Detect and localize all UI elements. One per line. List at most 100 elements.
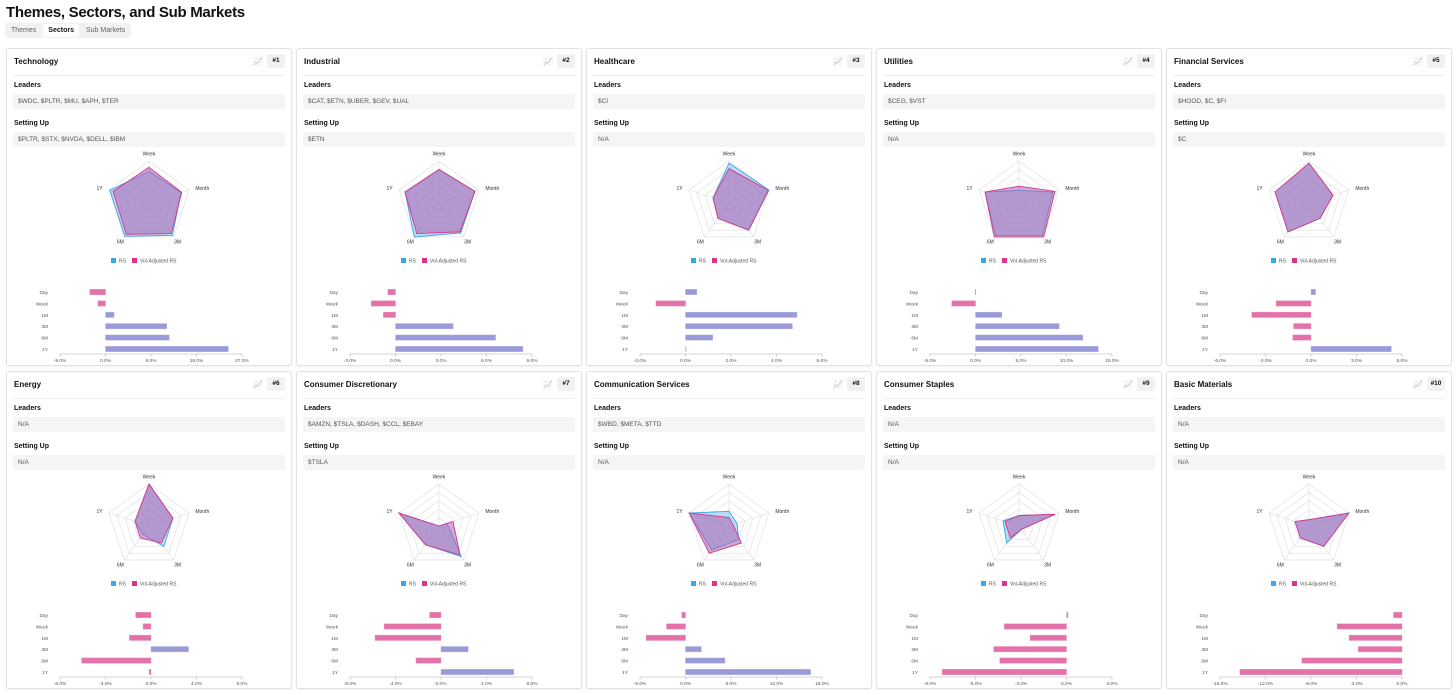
bar-1y <box>149 669 152 675</box>
bar-axis-tick-label: 4.0% <box>771 358 783 364</box>
radar-axis-label: Month <box>775 186 789 192</box>
bar-axis-tick-label: -8.0% <box>54 681 67 687</box>
bar-1y <box>685 346 687 352</box>
radar-grid-ring <box>1268 483 1350 561</box>
radar-grid-ring <box>398 160 480 238</box>
radar-series-vol <box>404 168 476 235</box>
chart-icon[interactable]: 📈 <box>1123 380 1133 389</box>
bar-day <box>135 612 152 618</box>
bar-row-label: Day <box>619 290 628 296</box>
bar-row-label: 1M <box>1201 636 1208 642</box>
legend-vol-swatch <box>1292 581 1297 586</box>
divider <box>1173 398 1445 399</box>
radar-grid-ring <box>1276 492 1342 554</box>
legend-vol-swatch <box>422 581 427 586</box>
radar-axis-label: 3M <box>1334 562 1341 568</box>
leaders-label: Leaders <box>884 405 911 412</box>
radar-axis-label: 1Y <box>967 186 974 192</box>
sector-charts: Week Month 3M 6M 1Y RS Vol-Adjusted RS Day Week 1… <box>1196 474 1408 687</box>
sector-title: Utilities <box>884 57 913 66</box>
leaders-value: $WBD, $META, $TTD <box>593 417 865 432</box>
bar-axis-tick-label: -3.0% <box>1015 681 1028 687</box>
bar-row-label: 1M <box>1201 313 1208 319</box>
legend-rs-label: RS <box>699 259 707 265</box>
bar-axis-tick-label: -4.0% <box>389 681 402 687</box>
setting-up-label: Setting Up <box>1174 120 1209 127</box>
setting-up-value: $C <box>1173 132 1445 147</box>
bar-axis-tick-label: 0.0% <box>390 358 402 364</box>
radar-series-vol <box>688 512 742 554</box>
sector-title: Technology <box>14 57 59 66</box>
legend-rs-label: RS <box>699 582 707 588</box>
chart-icon[interactable]: 📈 <box>1413 380 1423 389</box>
bar-6m <box>685 334 713 341</box>
bar-row-label: Day <box>329 613 338 619</box>
legend-vol-swatch <box>132 581 137 586</box>
setting-up-value: N/A <box>593 455 865 470</box>
tab-sectors[interactable]: Sectors <box>43 24 79 37</box>
sector-charts: Week Month 3M 6M 1Y RS Vol-Adjusted RS Day Week 1… <box>1196 151 1408 364</box>
tab-themes[interactable]: Themes <box>11 27 37 34</box>
leaders-label: Leaders <box>14 405 41 412</box>
chart-icon[interactable]: 📈 <box>1123 57 1133 66</box>
chart-icon[interactable]: 📈 <box>1413 57 1423 66</box>
legend-rs-swatch <box>981 581 986 586</box>
chart-icon[interactable]: 📈 <box>253 57 263 66</box>
leaders-label: Leaders <box>1174 405 1201 412</box>
radar-axis-label: Week <box>433 474 446 480</box>
rank-badge: #8 <box>847 377 865 391</box>
bar-6m <box>105 334 170 341</box>
chart-icon[interactable]: 📈 <box>833 57 843 66</box>
setting-up-label: Setting Up <box>14 120 49 127</box>
divider <box>883 75 1155 76</box>
tab-sub-markets[interactable]: Sub Markets <box>85 27 126 34</box>
rank-badge: #5 <box>1427 54 1445 68</box>
divider <box>593 75 865 76</box>
rank-badge: #10 <box>1427 377 1445 391</box>
sector-card: Financial Services 📈 #5 Leaders $HOOD, $C, $… <box>1166 48 1452 366</box>
bar-day <box>974 289 976 295</box>
sector-card: Technology 📈 #1 Leaders $WDC, $PLTR, $MU, $A… <box>6 48 292 366</box>
rank-badge: #7 <box>557 377 575 391</box>
legend-rs-label: RS <box>989 582 997 588</box>
leaders-value: $CEG, $VST <box>883 94 1155 109</box>
rank-badge: #3 <box>847 54 865 68</box>
setting-up-label: Setting Up <box>594 443 629 450</box>
chart-icon[interactable]: 📈 <box>253 380 263 389</box>
radar-grid-ring <box>696 492 762 554</box>
bar-axis-tick-label: -4.0% <box>1350 681 1363 687</box>
bar-6m <box>975 334 1084 341</box>
chart-icon[interactable]: 📈 <box>543 57 553 66</box>
sector-card: Healthcare 📈 #3 Leaders $CI Setting Up N/A Week… <box>586 48 872 366</box>
radar-axis-label: 3M <box>174 239 181 245</box>
bar-axis-tick-label: 0.0% <box>146 681 158 687</box>
bar-week <box>666 623 686 630</box>
radar-grid-ring <box>116 492 182 554</box>
legend-vol-swatch <box>1292 258 1297 263</box>
bar-row-label: Day <box>619 613 628 619</box>
bar-axis-tick-label: 27.0% <box>235 358 249 364</box>
bar-1m <box>1348 634 1403 641</box>
radar-axis-label: Month <box>485 186 499 192</box>
bar-row-label: 6M <box>41 659 48 665</box>
bar-1m <box>1251 311 1312 318</box>
radar-axis-label: Week <box>723 151 736 157</box>
divider <box>303 398 575 399</box>
radar-axis-label: Month <box>195 186 209 192</box>
bar-week <box>142 623 152 630</box>
legend-vol-label: Vol-Adjusted RS <box>430 259 467 265</box>
bar-1m <box>685 311 798 318</box>
bar-row-label: Week <box>36 301 49 307</box>
bar-axis-tick-label: 18.0% <box>190 358 204 364</box>
chart-icon[interactable]: 📈 <box>833 380 843 389</box>
bar-row-label: Day <box>1199 613 1208 619</box>
bar-axis-tick-label: 4.0% <box>481 681 493 687</box>
radar-series-vol <box>712 167 769 231</box>
bar-axis-tick-label: 0.0% <box>100 358 112 364</box>
radar-axis-label: 6M <box>117 562 124 568</box>
bar-axis-tick-label: 8.0% <box>237 681 249 687</box>
sector-card: Communication Services 📈 #8 Leaders $WBD, $M… <box>586 371 872 689</box>
chart-icon[interactable]: 📈 <box>543 380 553 389</box>
radar-axis-label: Week <box>1303 474 1316 480</box>
radar-series-vol <box>1294 512 1350 547</box>
